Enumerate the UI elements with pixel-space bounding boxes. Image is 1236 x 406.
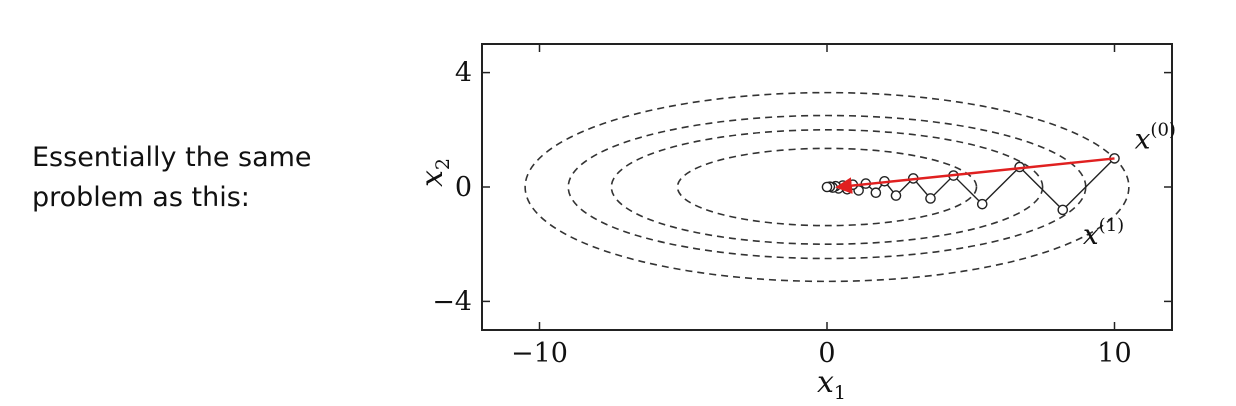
contour-2 (610, 129, 1044, 246)
y-axis-label-base: x (415, 170, 450, 187)
x-tick-label-2: 10 (1097, 338, 1131, 369)
annotations: x(0) x(1) (1083, 119, 1176, 251)
caption: Essentially the same problem as this: (32, 138, 392, 218)
x-tick-label-0: −10 (511, 338, 568, 369)
annotation-x0: x(0) (1135, 119, 1176, 155)
axis-ticks: −10 0 10 4 0 −4 (432, 44, 1172, 369)
y-axis-label: x2 (415, 158, 454, 187)
path-point-7 (890, 190, 902, 201)
y-tick-label-1: 0 (455, 172, 472, 203)
caption-line-2: problem as this: (32, 182, 250, 213)
caption-line-1: Essentially the same (32, 142, 312, 173)
path-point-19 (821, 181, 833, 193)
y-tick-label-0: 4 (455, 58, 472, 89)
x-axis-label-base: x (817, 365, 834, 400)
x-tick-label-1: 0 (818, 338, 835, 369)
direct-step-arrow-line (835, 157, 1115, 194)
path-point-5 (925, 193, 936, 204)
direct-step-arrow (835, 157, 1115, 194)
annotation-x1: x(1) (1083, 215, 1124, 251)
path-point-9 (870, 187, 882, 199)
y-tick-label-2: −4 (432, 286, 472, 317)
contour-1 (676, 147, 978, 227)
contour-4 (524, 91, 1130, 283)
x-axis-label-sub: 1 (834, 382, 846, 404)
y-axis-label-sub: 2 (432, 158, 454, 170)
path-point-3 (976, 198, 988, 210)
path-point-1 (1057, 204, 1069, 216)
x-axis-label: x1 (817, 365, 846, 404)
